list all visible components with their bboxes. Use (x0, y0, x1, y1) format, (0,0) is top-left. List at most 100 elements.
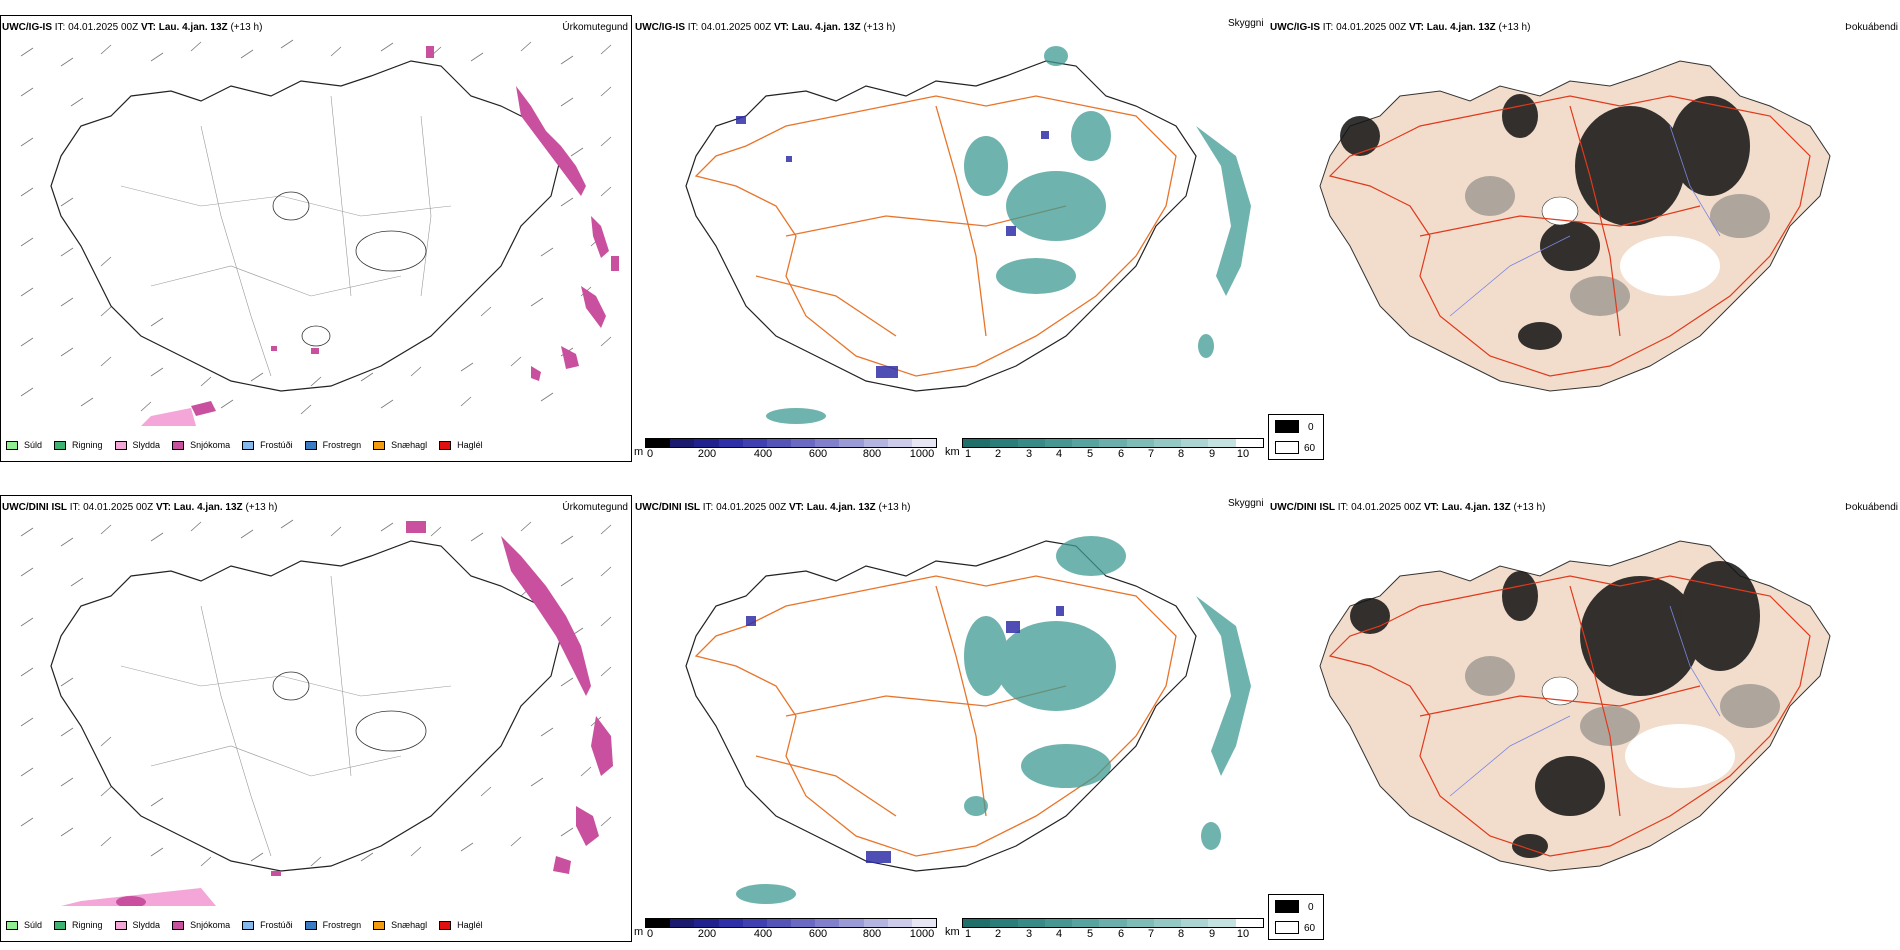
model-name: UWC/DINI ISL (2, 502, 67, 513)
fog-title: Þokuábendi (1845, 22, 1898, 33)
legend-swatch (242, 920, 255, 930)
fog-legend-bottom: 60 (1304, 923, 1316, 934)
visibility-title: Skyggni (1228, 18, 1264, 29)
precip-legend: Súld Rigning Slydda Snjókoma Frostúði Fr… (6, 920, 495, 930)
snow-coastal (116, 896, 146, 906)
legend-swatch (373, 440, 386, 450)
fog-legend-bottom: 60 (1304, 443, 1316, 454)
ceiling-tick: 600 (808, 448, 828, 460)
visibility-tick: 5 (1086, 928, 1094, 940)
fog-legend-white (1275, 441, 1299, 454)
visibility-unit: km (945, 446, 960, 458)
panel-header: UWC/DINI ISL IT: 04.01.2025 00Z VT: Lau.… (2, 502, 278, 513)
fog-legend-top: 0 (1308, 902, 1314, 913)
legend-swatch (439, 920, 452, 930)
visibility-tick: 7 (1147, 928, 1155, 940)
legend-swatch (114, 440, 127, 450)
legend-item: Frostregn (304, 440, 361, 450)
legend-item: Haglél (439, 440, 483, 450)
ceiling-tick: 800 (862, 448, 882, 460)
ceiling-tick: 200 (697, 928, 717, 940)
model-name: UWC/IG-IS (2, 22, 52, 33)
precip-map (20, 519, 613, 906)
ceiling-colorbar (645, 918, 937, 928)
ceiling-colorbar (645, 438, 937, 448)
visibility-tick: 4 (1055, 448, 1063, 460)
legend-item: Slydda (114, 920, 160, 930)
legend-swatch (54, 440, 67, 450)
visibility-tick: 8 (1177, 448, 1185, 460)
legend-item: Slydda (114, 440, 160, 450)
legend-item: Snæhagl (373, 920, 427, 930)
fog-gray (1465, 176, 1770, 316)
legend-swatch (242, 440, 255, 450)
legend-swatch (304, 440, 317, 450)
row-dini: UWC/DINI ISL IT: 04.01.2025 00Z VT: Lau.… (0, 480, 1900, 950)
visibility-tick: 5 (1086, 448, 1094, 460)
panel-header: UWC/DINI ISL IT: 04.01.2025 00Z VT: Lau.… (635, 502, 911, 513)
iceland-outline (685, 540, 1197, 872)
glacier-white (1620, 236, 1720, 296)
ceiling-blue (736, 116, 1049, 378)
fog-gray (1465, 656, 1780, 746)
visibility-title: Skyggni (1228, 498, 1264, 509)
ceiling-tick: 0 (646, 928, 654, 940)
ceiling-blue (746, 606, 1064, 863)
visibility-tick: 8 (1177, 928, 1185, 940)
legend-item: Súld (6, 920, 42, 930)
visibility-tick: 2 (994, 928, 1002, 940)
legend-swatch (439, 440, 452, 450)
rivers (1449, 605, 1721, 797)
visibility-tick: 2 (994, 448, 1002, 460)
ceiling-unit: m (634, 446, 644, 458)
visibility-teal (766, 46, 1251, 424)
visibility-tick: 6 (1117, 448, 1125, 460)
ceiling-tick: 400 (753, 928, 773, 940)
legend-item: Frostúði (242, 920, 293, 930)
legend-item: Súld (6, 440, 42, 450)
fog-legend-black (1275, 420, 1299, 433)
legend-swatch (54, 920, 67, 930)
rivers (1449, 125, 1721, 317)
visibility-map (685, 46, 1251, 424)
panel-header: UWC/IG-IS IT: 04.01.2025 00Z VT: Lau. 4.… (1270, 22, 1531, 33)
precip-title: Úrkomutegund (562, 22, 628, 33)
visibility-tick: 1 (964, 448, 972, 460)
visibility-tick: 4 (1055, 928, 1063, 940)
visibility-tick: 7 (1147, 448, 1155, 460)
legend-swatch (6, 920, 18, 930)
panel-header: UWC/IG-IS IT: 04.01.2025 00Z VT: Lau. 4.… (2, 22, 263, 33)
glacier-white (1625, 724, 1735, 788)
precip-panel-frame (0, 495, 632, 942)
visibility-map (685, 536, 1251, 904)
visibility-colorbar (962, 438, 1264, 448)
legend-item: Snæhagl (373, 440, 427, 450)
fog-title: Þokuábendi (1845, 502, 1898, 513)
ceiling-tick: 1000 (909, 448, 935, 460)
ceiling-tick: 1000 (909, 928, 935, 940)
row-igis: UWC/IG-IS IT: 04.01.2025 00Z VT: Lau. 4.… (0, 15, 1898, 462)
fog-dark (1340, 94, 1750, 350)
visibility-tick: 9 (1208, 928, 1216, 940)
legend-item: Snjókoma (172, 440, 230, 450)
iceland-outline (50, 540, 562, 872)
fog-legend-top: 0 (1308, 422, 1314, 433)
visibility-colorbar (962, 918, 1264, 928)
glacier-white (1541, 196, 1579, 226)
legend-item: Rigning (54, 440, 103, 450)
roads (1328, 95, 1811, 377)
legend-swatch (304, 920, 317, 930)
precip-map (20, 39, 619, 426)
fog-legend-black (1275, 900, 1299, 913)
ceiling-tick: 400 (753, 448, 773, 460)
precip-legend: Súld Rigning Slydda Snjókoma Frostúði Fr… (6, 440, 495, 450)
visibility-tick: 3 (1025, 928, 1033, 940)
fog-map (1319, 540, 1831, 872)
legend-item: Haglél (439, 920, 483, 930)
interior-lines (120, 95, 452, 377)
interior-lines (120, 575, 452, 857)
ceiling-tick: 200 (697, 448, 717, 460)
panel-header: UWC/DINI ISL IT: 04.01.2025 00Z VT: Lau.… (1270, 502, 1546, 513)
wind-barbs (20, 519, 612, 867)
visibility-teal (736, 536, 1251, 904)
